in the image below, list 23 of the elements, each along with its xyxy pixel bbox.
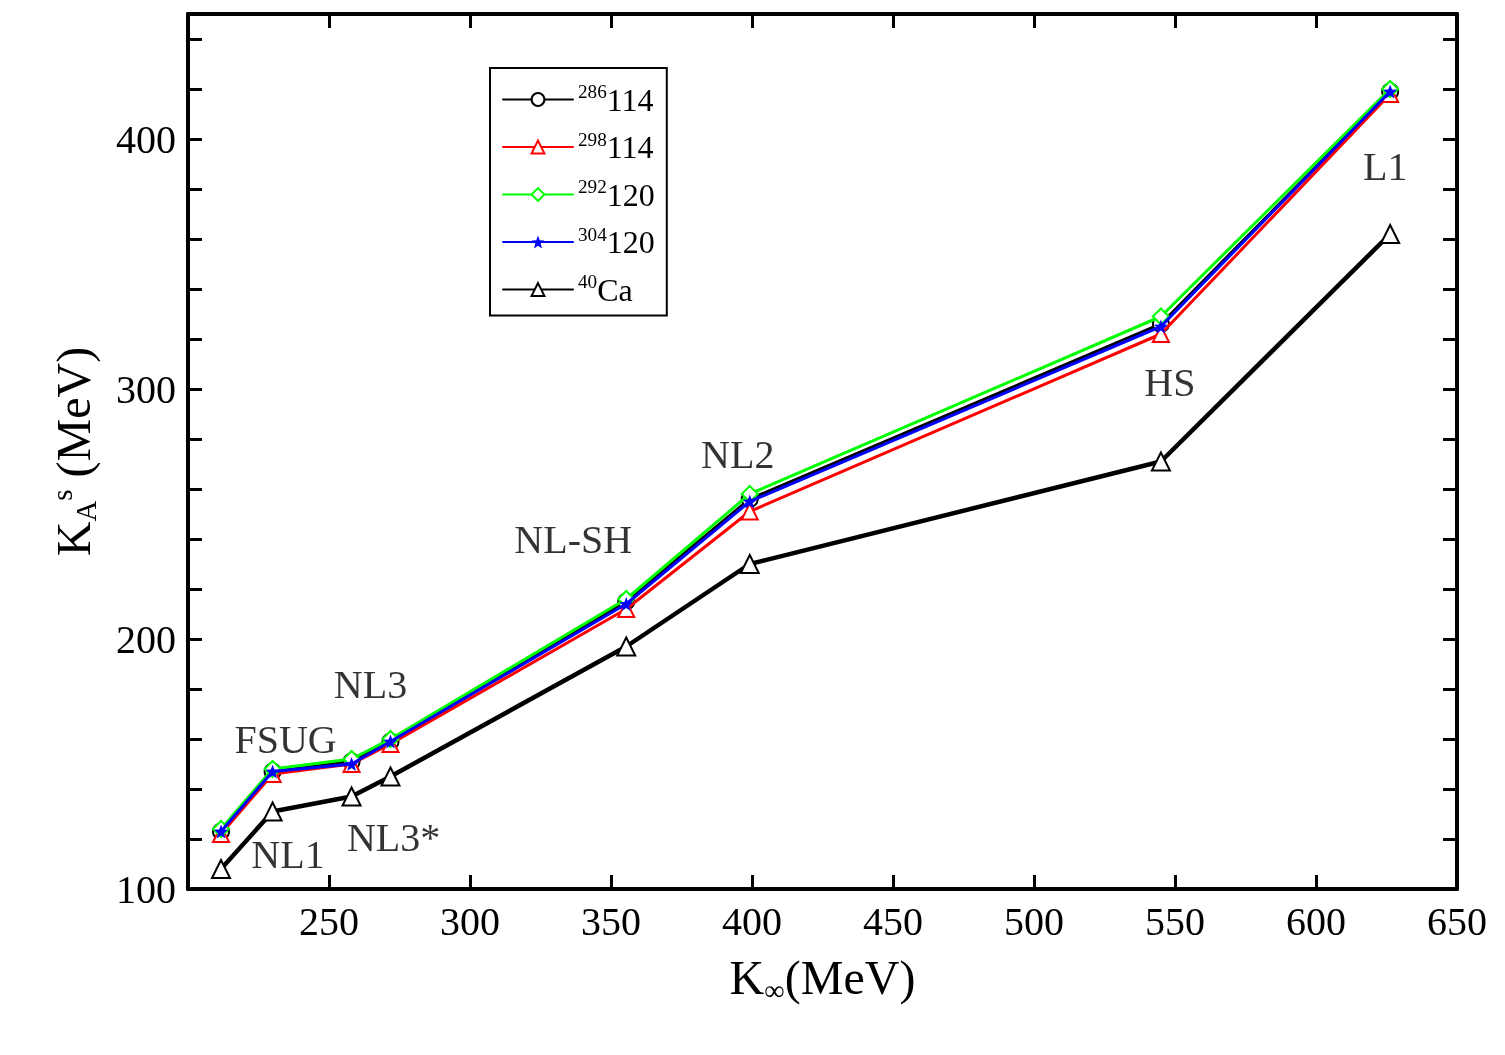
x-tick-label: 400 [722,898,782,944]
y-tick-label: 200 [116,616,176,662]
annotation: NL3* [346,815,441,860]
x-tick-label: 650 [1427,898,1487,944]
x-tick-label: 350 [581,898,641,944]
y-axis-title: KAs (MeV) [45,346,102,557]
annotation: NL2 [701,431,775,477]
x-axis-title: K∞(MeV) [729,951,916,1006]
x-tick-label: 600 [1286,898,1346,944]
x-tick-label: 300 [440,898,500,944]
x-tick-label: 450 [863,898,923,944]
annotation: FSUG [234,717,337,762]
y-tick-label: 400 [116,116,176,162]
x-tick-label: 550 [1145,898,1205,944]
y-tick-label: 300 [116,366,176,412]
x-tick-label: 250 [299,898,359,944]
annotation: L1 [1362,144,1408,189]
annotation: NL-SH [514,517,633,562]
annotation: NL3 [333,662,408,707]
annotation: NL1 [251,831,325,877]
annotation: HS [1144,359,1196,405]
y-tick-label: 100 [116,866,176,912]
x-tick-label: 500 [1004,898,1064,944]
